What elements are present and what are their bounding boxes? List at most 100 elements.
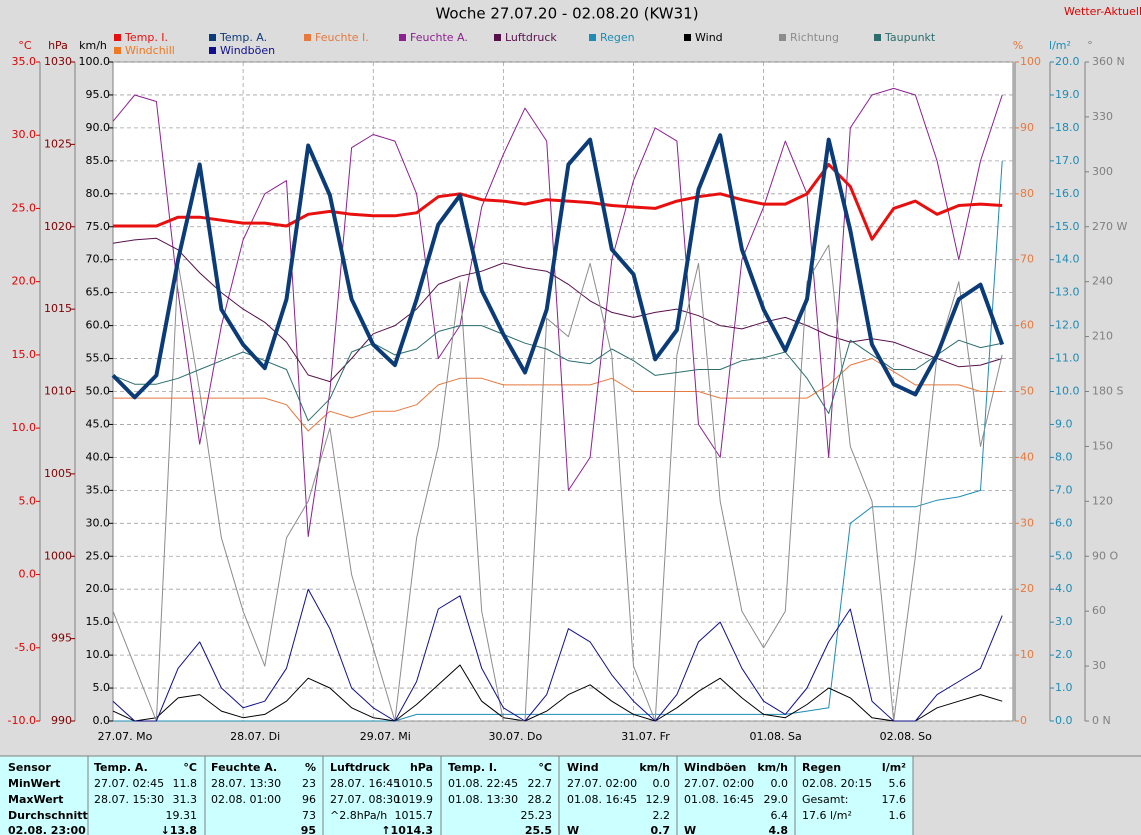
table-cell: 5.6 — [889, 777, 907, 790]
y-tick-label: 20.0 — [12, 275, 37, 288]
x-tick-label: 27.07. Mo — [98, 730, 153, 743]
y-tick-label: 1010 — [44, 385, 72, 398]
table-cell: 73 — [302, 809, 316, 822]
y-tick-label: 1005 — [44, 467, 72, 480]
y-tick-label: 10.0 — [86, 648, 111, 661]
y-tick-label: 30 — [1092, 659, 1106, 672]
table-cell: 25.23 — [521, 809, 553, 822]
x-tick-label: 29.07. Mi — [360, 730, 411, 743]
legend-swatch — [114, 34, 121, 41]
table-cell: 27.07. 02:00 — [567, 777, 637, 790]
y-tick-label: 30.0 — [12, 128, 37, 141]
legend-label: Feuchte I. — [315, 31, 369, 44]
table-cell: 96 — [302, 793, 316, 806]
y-tick-label: 1015 — [44, 302, 72, 315]
row-label: Durchschnitt — [8, 809, 88, 822]
y-tick-label: 0.0 — [1055, 714, 1073, 727]
table-cell: ^2.8hPa/h — [330, 809, 387, 822]
y-tick-label: 12.0 — [1055, 319, 1080, 332]
y-tick-label: 16.0 — [1055, 187, 1080, 200]
y-tick-label: 270 W — [1092, 220, 1127, 233]
table-cell: 27.07. 02:45 — [94, 777, 164, 790]
table-cell: 2.2 — [653, 809, 671, 822]
y-tick-label: 7.0 — [1055, 483, 1073, 496]
table-cell: 01.08. 16:45 — [567, 793, 637, 806]
y-tick-label: 60 — [1092, 604, 1106, 617]
table-header: Feuchte A. — [211, 761, 277, 774]
legend-label: Wind — [695, 31, 723, 44]
legend-swatch — [494, 34, 501, 41]
table-cell: 4.8 — [769, 824, 789, 835]
y-tick-label: 50.0 — [86, 385, 111, 398]
legend-label: Luftdruck — [505, 31, 557, 44]
table-unit: km/h — [639, 761, 670, 774]
legend-swatch — [684, 34, 691, 41]
legend-swatch — [399, 34, 406, 41]
table-cell: 01.08. 22:45 — [448, 777, 518, 790]
y-tick-label: 2.0 — [1055, 648, 1073, 661]
y-tick-label: 30 — [1020, 516, 1034, 529]
table-cell: 23 — [302, 777, 316, 790]
y-tick-label: 1030 — [44, 55, 72, 68]
y-tick-label: 19.0 — [1055, 88, 1080, 101]
y-tick-label: 25.0 — [86, 549, 111, 562]
brand: Wetter-Aktuell — [1064, 5, 1141, 18]
y-tick-label: 25.0 — [12, 201, 37, 214]
y-tick-label: 0.0 — [19, 568, 37, 581]
table-cell: 1.6 — [889, 809, 907, 822]
y-tick-label: 50 — [1020, 385, 1034, 398]
y-tick-label: 85.0 — [86, 154, 111, 167]
y-tick-label: 13.0 — [1055, 286, 1080, 299]
table-header: Windböen — [684, 761, 746, 774]
y-tick-label: 10.0 — [12, 421, 37, 434]
y-tick-label: 11.0 — [1055, 352, 1080, 365]
table-cell: 27.07. 02:00 — [684, 777, 754, 790]
series-line — [112, 244, 1003, 722]
row-label: MaxWert — [8, 793, 63, 806]
legend-swatch — [304, 34, 311, 41]
x-tick-label: 31.07. Fr — [621, 730, 670, 743]
table-header: Luftdruck — [330, 761, 391, 774]
y-tick-label: 1025 — [44, 137, 72, 150]
table-cell: Gesamt: — [802, 793, 849, 806]
y-tick-label: 40 — [1020, 450, 1034, 463]
y-tick-label: 3.0 — [1055, 615, 1073, 628]
y-tick-label: 150 — [1092, 439, 1113, 452]
y-tick-label: -5.0 — [15, 641, 36, 654]
y-tick-label: 20.0 — [1055, 55, 1080, 68]
table-unit: hPa — [410, 761, 433, 774]
table-cell: 01.08. 13:30 — [448, 793, 518, 806]
table-cell: 17.6 — [882, 793, 907, 806]
y-tick-label: 360 N — [1092, 55, 1125, 68]
y-tick-label: -10.0 — [8, 714, 36, 727]
y-tick-label: 40.0 — [86, 450, 111, 463]
y-tick-label: 100.0 — [79, 55, 111, 68]
table-cell: 11.8 — [173, 777, 198, 790]
table-cell: 0.0 — [771, 777, 789, 790]
table-cell: 01.08. 16:45 — [684, 793, 754, 806]
table-cell: 0.0 — [653, 777, 671, 790]
table-cell: 1019.9 — [395, 793, 434, 806]
legend-label: Regen — [600, 31, 635, 44]
y-tick-label: 15.0 — [86, 615, 111, 628]
y-tick-label: 18.0 — [1055, 121, 1080, 134]
series-line — [112, 237, 1003, 383]
y-tick-label: 30.0 — [86, 516, 111, 529]
series-line — [111, 133, 1005, 400]
table-cell: 27.07. 08:30 — [330, 793, 400, 806]
y-tick-label: 15.0 — [12, 348, 37, 361]
y-tick-label: 100 — [1020, 55, 1041, 68]
y-tick-label: 5.0 — [19, 494, 37, 507]
y-tick-label: 35.0 — [12, 55, 37, 68]
y-tick-label: 75.0 — [86, 220, 111, 233]
table-cell: 28.07. 13:30 — [211, 777, 281, 790]
y-tick-label: 8.0 — [1055, 450, 1073, 463]
y-tick-label: 45.0 — [86, 417, 111, 430]
y-tick-label: 990 — [51, 714, 72, 727]
y-tick-label: 1.0 — [1055, 681, 1073, 694]
y-tick-label: 300 — [1092, 165, 1113, 178]
legend-swatch — [874, 34, 881, 41]
y-tick-label: 995 — [51, 632, 72, 645]
